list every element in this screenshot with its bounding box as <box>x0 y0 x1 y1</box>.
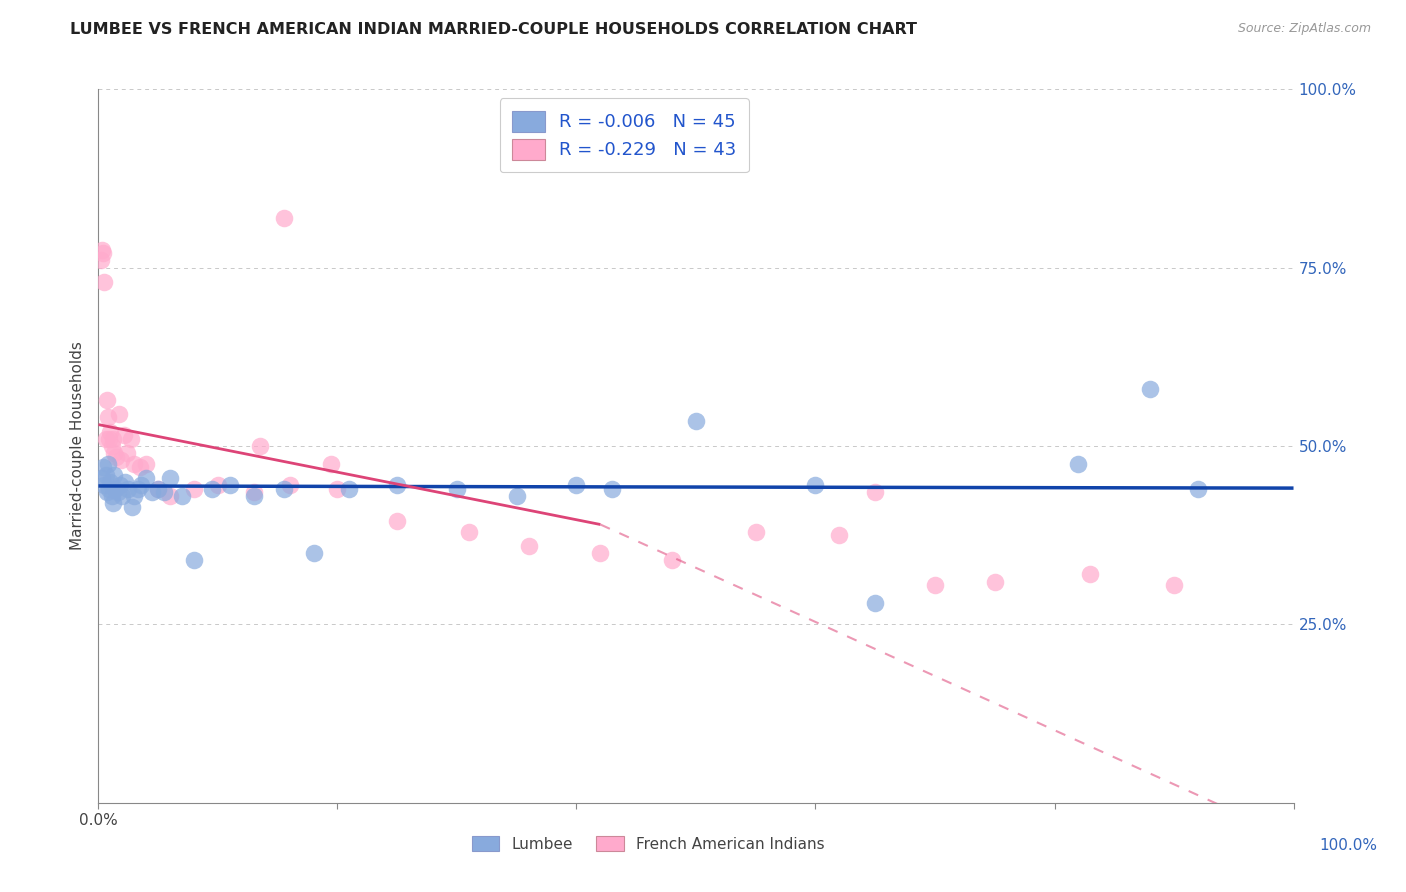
Point <box>121 500 143 514</box>
Point <box>141 485 163 500</box>
Point <box>96 392 118 407</box>
Point <box>517 539 540 553</box>
Point <box>565 478 588 492</box>
Point <box>745 524 768 539</box>
Point <box>243 485 266 500</box>
Point <box>131 478 153 492</box>
Point <box>96 485 118 500</box>
Point <box>94 467 117 482</box>
Point <box>100 439 122 453</box>
Point <box>114 475 136 489</box>
Point <box>105 450 128 464</box>
Point <box>101 496 124 510</box>
Point <box>103 467 125 482</box>
Point <box>101 432 124 446</box>
Point <box>602 482 624 496</box>
Point <box>112 428 135 442</box>
Point <box>804 478 827 492</box>
Point <box>91 243 114 257</box>
Point <box>107 407 129 421</box>
Point <box>98 482 121 496</box>
Point <box>104 482 127 496</box>
Point <box>865 596 887 610</box>
Point <box>326 482 349 496</box>
Text: Source: ZipAtlas.com: Source: ZipAtlas.com <box>1237 22 1371 36</box>
Point <box>98 425 122 439</box>
Point <box>385 514 409 528</box>
Point <box>90 253 112 268</box>
Point <box>506 489 529 503</box>
Point <box>148 482 170 496</box>
Point <box>110 453 132 467</box>
Point <box>385 478 409 492</box>
Point <box>589 546 612 560</box>
Point <box>249 439 271 453</box>
Point <box>124 457 146 471</box>
Point <box>1067 457 1090 471</box>
Point <box>207 478 229 492</box>
Point <box>924 578 946 592</box>
Point <box>97 410 120 425</box>
Point <box>103 446 125 460</box>
Legend: Lumbee, French American Indians: Lumbee, French American Indians <box>464 828 832 859</box>
Point <box>302 546 325 560</box>
Point <box>243 489 266 503</box>
Point <box>865 485 887 500</box>
Point <box>135 471 157 485</box>
Point <box>828 528 851 542</box>
Point <box>108 478 131 492</box>
Point <box>98 432 121 446</box>
Point <box>135 457 157 471</box>
Point <box>115 446 138 460</box>
Point <box>129 460 152 475</box>
Point <box>273 211 295 225</box>
Text: 100.0%: 100.0% <box>1319 838 1378 854</box>
Point <box>183 553 205 567</box>
Point <box>1187 482 1209 496</box>
Point <box>321 457 343 471</box>
Point <box>117 482 139 496</box>
Point <box>153 485 176 500</box>
Point <box>1080 567 1102 582</box>
Point <box>93 478 115 492</box>
Point <box>219 478 242 492</box>
Point <box>100 489 122 503</box>
Point <box>159 471 181 485</box>
Text: LUMBEE VS FRENCH AMERICAN INDIAN MARRIED-COUPLE HOUSEHOLDS CORRELATION CHART: LUMBEE VS FRENCH AMERICAN INDIAN MARRIED… <box>70 22 917 37</box>
Point <box>661 553 683 567</box>
Point <box>91 460 114 475</box>
Point <box>183 482 205 496</box>
Point <box>148 482 170 496</box>
Point <box>93 275 115 289</box>
Point <box>1139 382 1161 396</box>
Point <box>111 489 134 503</box>
Point <box>273 482 295 496</box>
Point <box>201 482 224 496</box>
Point <box>91 246 114 260</box>
Y-axis label: Married-couple Households: Married-couple Households <box>70 342 86 550</box>
Point <box>120 432 142 446</box>
Point <box>159 489 181 503</box>
Point <box>98 475 122 489</box>
Point <box>97 457 120 471</box>
Point <box>124 489 146 503</box>
Point <box>94 432 117 446</box>
Point <box>685 414 707 428</box>
Point <box>339 482 361 496</box>
Point <box>458 524 481 539</box>
Point <box>91 471 114 485</box>
Point <box>127 482 149 496</box>
Point <box>446 482 468 496</box>
Point <box>278 478 301 492</box>
Point <box>107 485 129 500</box>
Point <box>1163 578 1185 592</box>
Point <box>172 489 194 503</box>
Point <box>984 574 1007 589</box>
